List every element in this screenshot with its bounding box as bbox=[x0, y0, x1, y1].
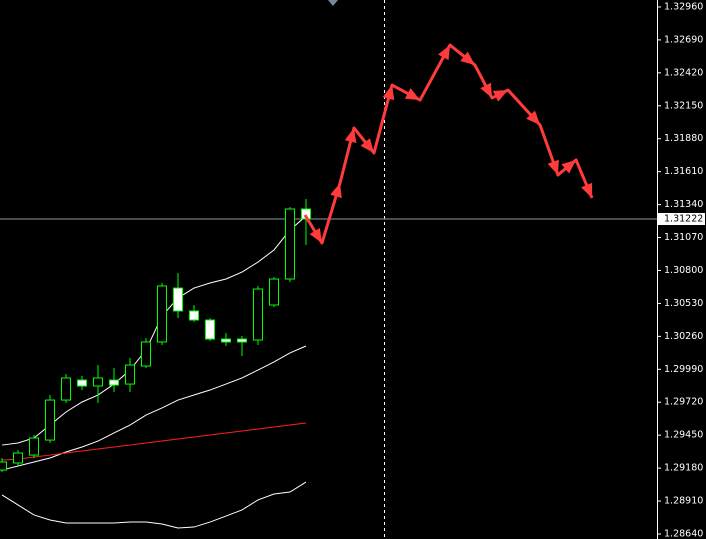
candle-body bbox=[12, 452, 23, 464]
indicator-line bbox=[1, 422, 307, 461]
candle-body bbox=[188, 310, 199, 321]
forecast-arrowhead bbox=[344, 127, 357, 144]
forecast-arrowhead bbox=[492, 90, 509, 102]
y-tick-label: 1.31340 bbox=[664, 199, 703, 210]
y-tick-label: 1.30800 bbox=[664, 265, 703, 276]
forecast-arrowhead bbox=[382, 85, 395, 101]
candle-body bbox=[124, 364, 135, 385]
forecast-arrowhead bbox=[526, 110, 541, 126]
y-tick-label: 1.30260 bbox=[664, 331, 703, 342]
candle-body bbox=[140, 341, 151, 367]
y-tick-label: 1.28910 bbox=[664, 496, 703, 507]
y-tick-label: 1.29180 bbox=[664, 463, 703, 474]
y-tick-label: 1.31070 bbox=[664, 232, 703, 243]
y-tick-label: 1.32150 bbox=[664, 100, 703, 111]
forecast-path bbox=[303, 43, 594, 245]
forecast-arrowhead bbox=[438, 45, 450, 61]
forecast-arrowhead bbox=[404, 88, 421, 101]
forecast-arrowhead bbox=[480, 82, 493, 98]
y-tick-label: 1.28640 bbox=[664, 528, 703, 539]
indicator-line bbox=[1, 481, 307, 529]
candle-body bbox=[28, 437, 39, 456]
candle-body bbox=[0, 461, 7, 471]
forecast-arrowhead bbox=[547, 159, 559, 175]
candle-body bbox=[108, 379, 119, 386]
current-price-box bbox=[658, 212, 705, 225]
forecast-arrowhead bbox=[581, 182, 593, 199]
forecast-arrowhead bbox=[460, 51, 475, 66]
y-tick-label: 1.29450 bbox=[664, 430, 703, 441]
candle-body bbox=[172, 287, 183, 312]
candle-body bbox=[284, 208, 295, 280]
y-tick-label: 1.31610 bbox=[664, 166, 703, 177]
forecast-arrowhead bbox=[561, 159, 577, 174]
candle-body bbox=[268, 278, 279, 306]
candle-body bbox=[204, 319, 215, 340]
y-tick-label: 1.29720 bbox=[664, 397, 703, 408]
period-marker bbox=[328, 0, 338, 6]
candle-body bbox=[252, 288, 263, 341]
candle-body bbox=[92, 377, 103, 387]
indicator-line bbox=[1, 345, 307, 471]
y-tick-label: 1.32960 bbox=[664, 1, 703, 12]
candle-body bbox=[60, 377, 71, 401]
forecast-arrowhead bbox=[309, 227, 322, 244]
forecast-arrowhead bbox=[360, 138, 374, 153]
forecast-arrowhead bbox=[330, 183, 342, 199]
candle-body bbox=[156, 285, 167, 343]
candle-body bbox=[220, 338, 231, 343]
y-tick-label: 1.29990 bbox=[664, 364, 703, 375]
candle-body bbox=[76, 379, 87, 387]
current-price-label: 1.31222 bbox=[664, 213, 703, 224]
y-tick-label: 1.31880 bbox=[664, 133, 703, 144]
y-tick-label: 1.32690 bbox=[664, 34, 703, 45]
candle-body bbox=[236, 338, 247, 343]
y-tick-label: 1.32420 bbox=[664, 67, 703, 78]
y-tick-label: 1.30530 bbox=[664, 298, 703, 309]
candle-body bbox=[44, 399, 55, 441]
